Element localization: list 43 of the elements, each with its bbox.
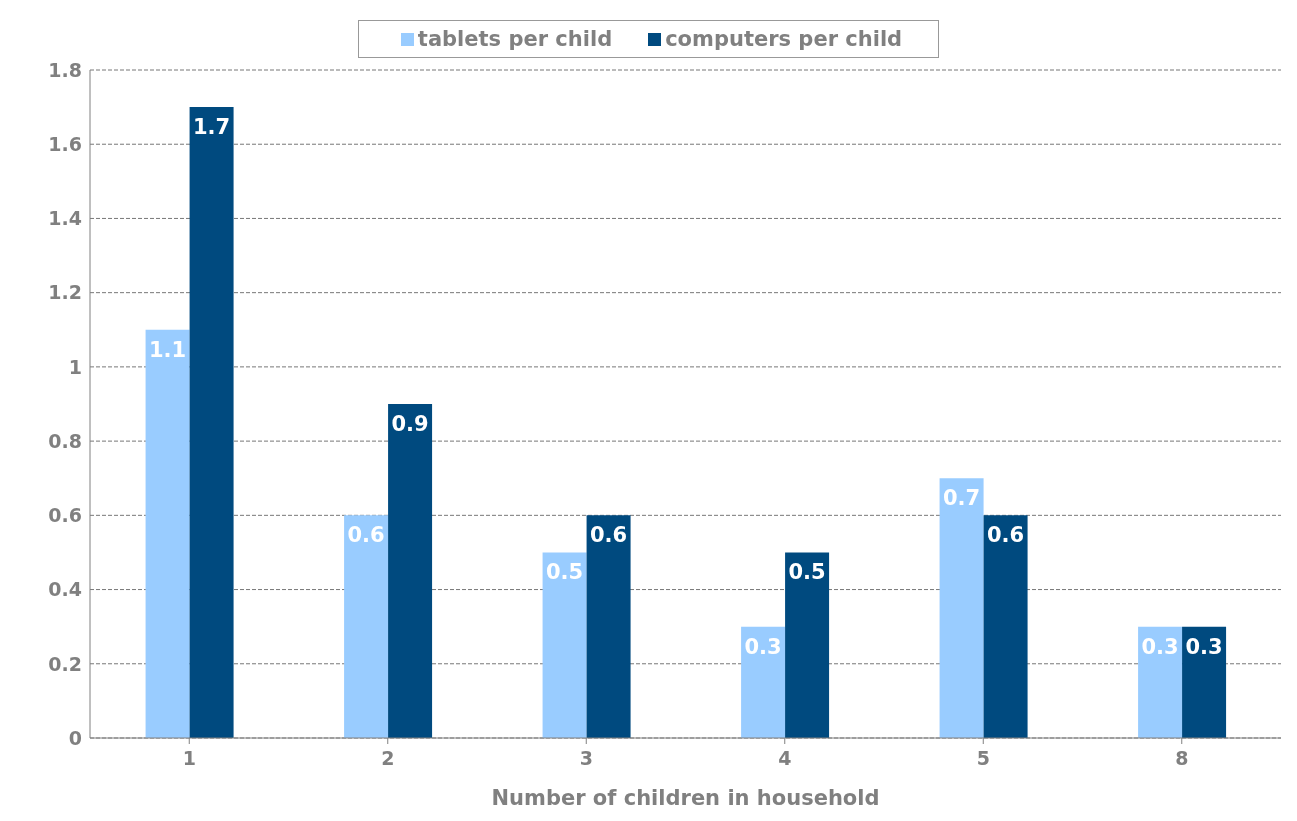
data-label: 0.7 — [942, 486, 981, 511]
y-tick-label: 0.6 — [48, 504, 82, 527]
x-tick-label: 1 — [182, 747, 196, 770]
x-tick-label: 3 — [579, 747, 593, 770]
y-tick-label: 1.4 — [48, 207, 82, 230]
y-tick-label: 0.2 — [48, 652, 82, 675]
bar — [939, 478, 984, 738]
data-label: 0.6 — [589, 523, 628, 548]
y-tick-label: 1.6 — [48, 132, 82, 155]
y-tick-label: 0.8 — [48, 429, 82, 452]
y-tick-label: 1.8 — [48, 58, 82, 81]
x-tick-label: 5 — [976, 747, 990, 770]
data-label: 1.7 — [192, 115, 231, 140]
bar — [145, 329, 190, 738]
y-tick-label: 1.2 — [48, 281, 82, 304]
data-label: 0.3 — [744, 634, 782, 659]
bar — [785, 552, 830, 738]
data-label: 1.1 — [148, 337, 187, 362]
data-label: 0.3 — [1141, 634, 1179, 659]
y-tick-label: 0 — [68, 726, 82, 749]
bar — [344, 515, 389, 738]
data-label: 0.6 — [347, 523, 385, 548]
data-label: 0.9 — [391, 411, 429, 436]
x-tick-label: 8 — [1175, 747, 1189, 770]
bar — [1182, 626, 1227, 738]
bar — [388, 404, 433, 738]
bar — [983, 515, 1028, 738]
x-tick-label: 4 — [778, 747, 792, 770]
legend-label: computers per child — [664, 27, 903, 51]
data-label: 0.3 — [1185, 634, 1223, 659]
x-tick-label: 2 — [381, 747, 395, 770]
data-label: 0.5 — [545, 560, 584, 585]
y-tick-label: 1 — [68, 355, 82, 378]
bar — [189, 107, 234, 738]
bar — [542, 552, 587, 738]
bar — [586, 515, 631, 738]
bar — [1138, 626, 1183, 738]
data-label: 0.5 — [788, 560, 826, 585]
data-label: 0.6 — [986, 523, 1025, 548]
y-tick-label: 0.4 — [48, 578, 82, 601]
legend-label: tablets per child — [416, 27, 613, 51]
bar — [741, 626, 786, 738]
x-axis-title: Number of children in household — [491, 786, 880, 810]
